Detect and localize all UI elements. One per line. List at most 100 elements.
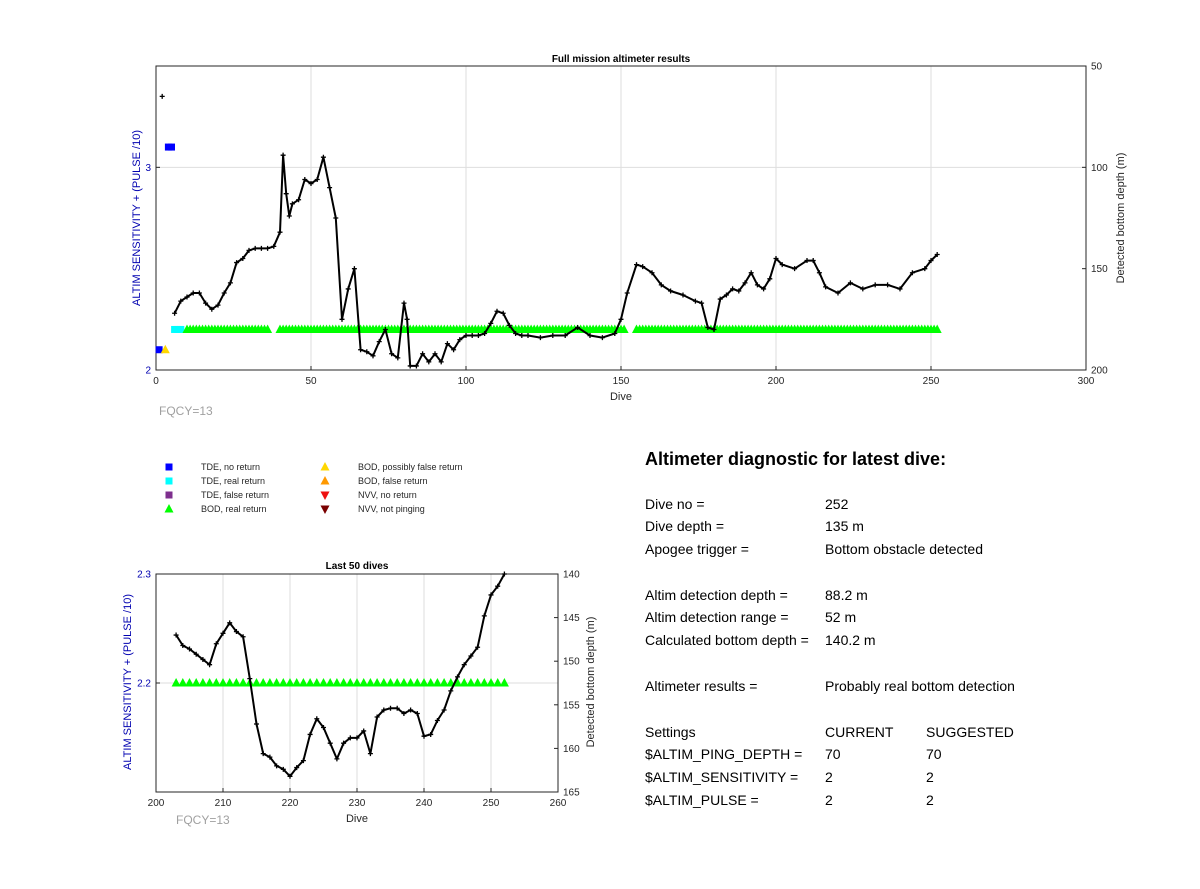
settings-marker (319, 678, 328, 687)
depth-point (909, 270, 915, 276)
legend-label: TDE, real return (201, 476, 265, 486)
depth-point (196, 290, 202, 296)
x-tick-label: 0 (153, 376, 159, 387)
settings-marker (386, 678, 395, 687)
depth-point (367, 751, 373, 757)
settings-marker (325, 678, 335, 687)
depth-point (428, 731, 434, 737)
apogee-trigger-label: Apogee trigger = (645, 541, 749, 557)
settings-marker (486, 678, 496, 687)
depth-point (414, 711, 420, 717)
depth-point (792, 266, 798, 272)
depth-point (294, 765, 300, 771)
depth-point (587, 333, 593, 339)
settings-header: Settings (645, 724, 696, 740)
depth-point (388, 705, 393, 711)
depth-point (525, 333, 531, 339)
depth-point (599, 335, 605, 341)
depth-point (364, 349, 370, 355)
depth-point (668, 288, 674, 294)
depth-point (307, 731, 313, 737)
settings-marker (231, 678, 241, 687)
depth-point (463, 333, 469, 339)
depth-point (173, 632, 179, 638)
x-tick-label: 220 (282, 798, 299, 809)
x-tick-label: 200 (148, 798, 165, 809)
depth-point (280, 766, 286, 772)
depth-point (374, 714, 380, 720)
depth-point (711, 326, 717, 332)
x-tick-label: 250 (923, 376, 940, 387)
y-tick-label: 3 (145, 163, 151, 174)
setting-name: $ALTIM_PING_DEPTH = (645, 746, 803, 762)
depth-point (835, 290, 841, 296)
dive-depth-label: Dive depth = (645, 518, 724, 534)
legend-label: BOD, real return (201, 504, 267, 514)
depth-point (816, 270, 822, 276)
settings-marker (932, 324, 942, 333)
depth-point (640, 264, 646, 270)
settings-marker (238, 678, 248, 687)
depth-point (354, 735, 360, 741)
depth-point (934, 251, 940, 257)
y-tick-label: 2.2 (137, 679, 151, 690)
depth-point (513, 331, 519, 337)
diagnostic-title: Altimeter diagnostic for latest dive: (645, 449, 947, 469)
depth-point (457, 337, 463, 343)
depth-point (314, 176, 320, 182)
depth-point (220, 630, 226, 636)
y2-tick-label: 50 (1091, 62, 1103, 73)
depth-point (885, 282, 891, 288)
settings-marker (292, 678, 302, 687)
x-tick-label: 50 (305, 376, 317, 387)
depth-point (420, 351, 426, 357)
depth-point (246, 247, 252, 253)
settings-marker (218, 678, 228, 687)
depth-point (200, 656, 206, 662)
depth-point (426, 359, 432, 365)
depth-point (823, 284, 829, 290)
legend-label: BOD, false return (358, 476, 428, 486)
depth-point (475, 644, 481, 650)
depth-point (444, 341, 450, 347)
settings-marker (499, 678, 509, 687)
settings-marker (392, 678, 402, 687)
depth-point (401, 711, 407, 717)
depth-point (252, 245, 258, 251)
calculated-depth-value: 140.2 m (825, 632, 876, 648)
depth-point (767, 276, 773, 282)
settings-marker (459, 678, 469, 687)
bottom-chart-x-label: Dive (346, 813, 368, 825)
legend-label: NVV, not pinging (358, 504, 425, 514)
full-mission-chart: 0 50 100 150 200 250 300 2 3 50 100 150 200 Full mis… (131, 54, 1127, 418)
settings-marker (426, 678, 436, 687)
bottom-chart-markers (171, 678, 509, 687)
top-chart-fqcy-annotation: FQCY=13 (159, 404, 213, 418)
settings-marker (412, 678, 422, 687)
depth-point (271, 243, 277, 249)
depth-point (705, 324, 711, 330)
depth-point (847, 280, 853, 286)
depth-series-line (173, 154, 938, 367)
dive-no-label: Dive no = (645, 496, 705, 512)
depth-point (922, 266, 928, 272)
depth-point (451, 347, 457, 353)
depth-point (172, 310, 178, 316)
settings-marker (265, 678, 275, 687)
depth-point (240, 634, 246, 640)
x-tick-label: 150 (613, 376, 630, 387)
depth-point (742, 280, 748, 286)
depth-point (358, 347, 364, 353)
depth-point (482, 331, 488, 337)
top-chart-title: Full mission altimeter results (552, 54, 691, 65)
settings-marker (406, 678, 416, 687)
y2-tick-label: 145 (563, 613, 580, 624)
bottom-chart-fqcy-annotation: FQCY=13 (176, 813, 230, 827)
depth-point (286, 213, 292, 219)
settings-marker (168, 143, 175, 151)
depth-point (692, 298, 698, 304)
x-tick-label: 100 (458, 376, 475, 387)
depth-point (215, 302, 221, 308)
depth-point (395, 355, 401, 361)
